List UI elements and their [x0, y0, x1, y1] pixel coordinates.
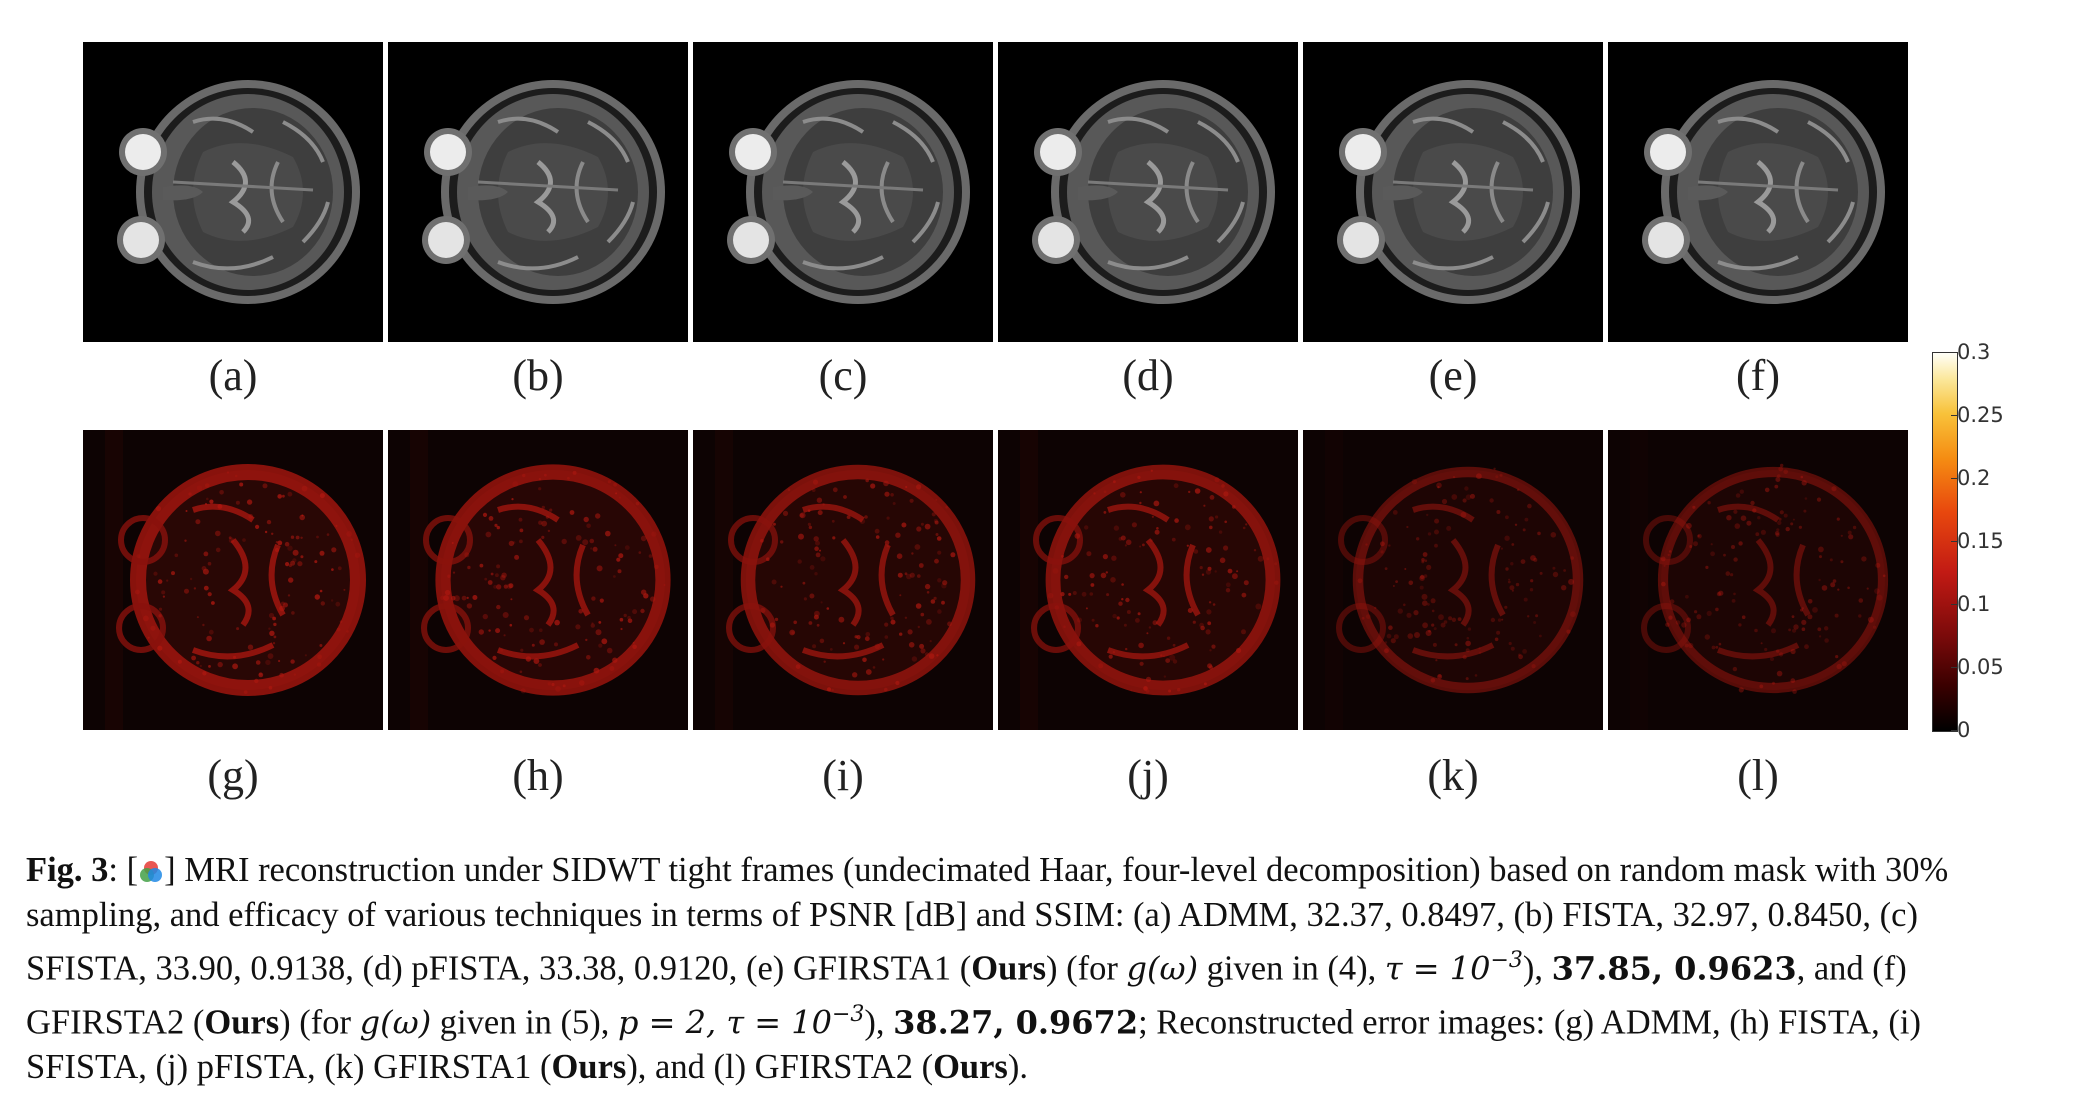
colorbar-tick: 0.25: [1951, 403, 2004, 427]
subfigure-label: (a): [208, 351, 258, 400]
mri-reconstruction-image: [693, 42, 993, 342]
caption-line: Fig. 3: [] MRI reconstruction under SIDW…: [26, 851, 1949, 889]
error-map-image: [1303, 430, 1603, 730]
error-map-image: [693, 430, 993, 730]
subfigure-label: (j): [1127, 751, 1169, 800]
subfigure-label: (b): [512, 351, 564, 400]
colorbar-tick: 0.15: [1951, 529, 2004, 553]
caption-line: GFIRSTA2 (Ours) (for g(ω) given in (5), …: [26, 1001, 1921, 1042]
error-map-image: [998, 430, 1298, 730]
subfigure-label: (e): [1428, 351, 1478, 400]
error-map-image: [83, 430, 383, 730]
colorbar-tick: 0.2: [1950, 466, 1991, 490]
mri-reconstruction-image: [998, 42, 1298, 342]
caption-line: SFISTA, (j) pFISTA, (k) GFIRSTA1 (Ours),…: [26, 1048, 1028, 1086]
colorbar-tick: 0.3: [1950, 340, 1991, 364]
figure-caption: Fig. 3: [] MRI reconstruction under SIDW…: [26, 848, 2066, 1090]
subfigure-label: (k): [1427, 751, 1479, 800]
subfigure-label: (g): [207, 751, 259, 800]
colorbar-tick: 0: [1950, 718, 1971, 742]
error-map-image: [1608, 430, 1908, 730]
error-map-image: [388, 430, 688, 730]
subfigure-label: (d): [1122, 351, 1174, 400]
colorbar: [1932, 352, 1958, 732]
subfigure-label: (f): [1736, 351, 1780, 400]
subfigure-label: (h): [512, 751, 564, 800]
mri-reconstruction-image: [388, 42, 688, 342]
subfigure-label: (i): [822, 751, 864, 800]
colorbar-tick: 0.1: [1950, 592, 1991, 616]
caption-line: SFISTA, 33.90, 0.9138, (d) pFISTA, 33.38…: [26, 948, 1907, 988]
rgb-circles-icon: [140, 861, 163, 882]
mri-reconstruction-image: [1303, 42, 1603, 342]
mri-reconstruction-image: [83, 42, 383, 342]
figure-label: Fig. 3: [26, 851, 109, 889]
subfigure-label: (l): [1737, 751, 1779, 800]
colorbar-tick: 0.05: [1951, 655, 2004, 679]
subfigure-label: (c): [818, 351, 868, 400]
caption-line: sampling, and efficacy of various techni…: [26, 896, 1918, 934]
mri-reconstruction-image: [1608, 42, 1908, 342]
